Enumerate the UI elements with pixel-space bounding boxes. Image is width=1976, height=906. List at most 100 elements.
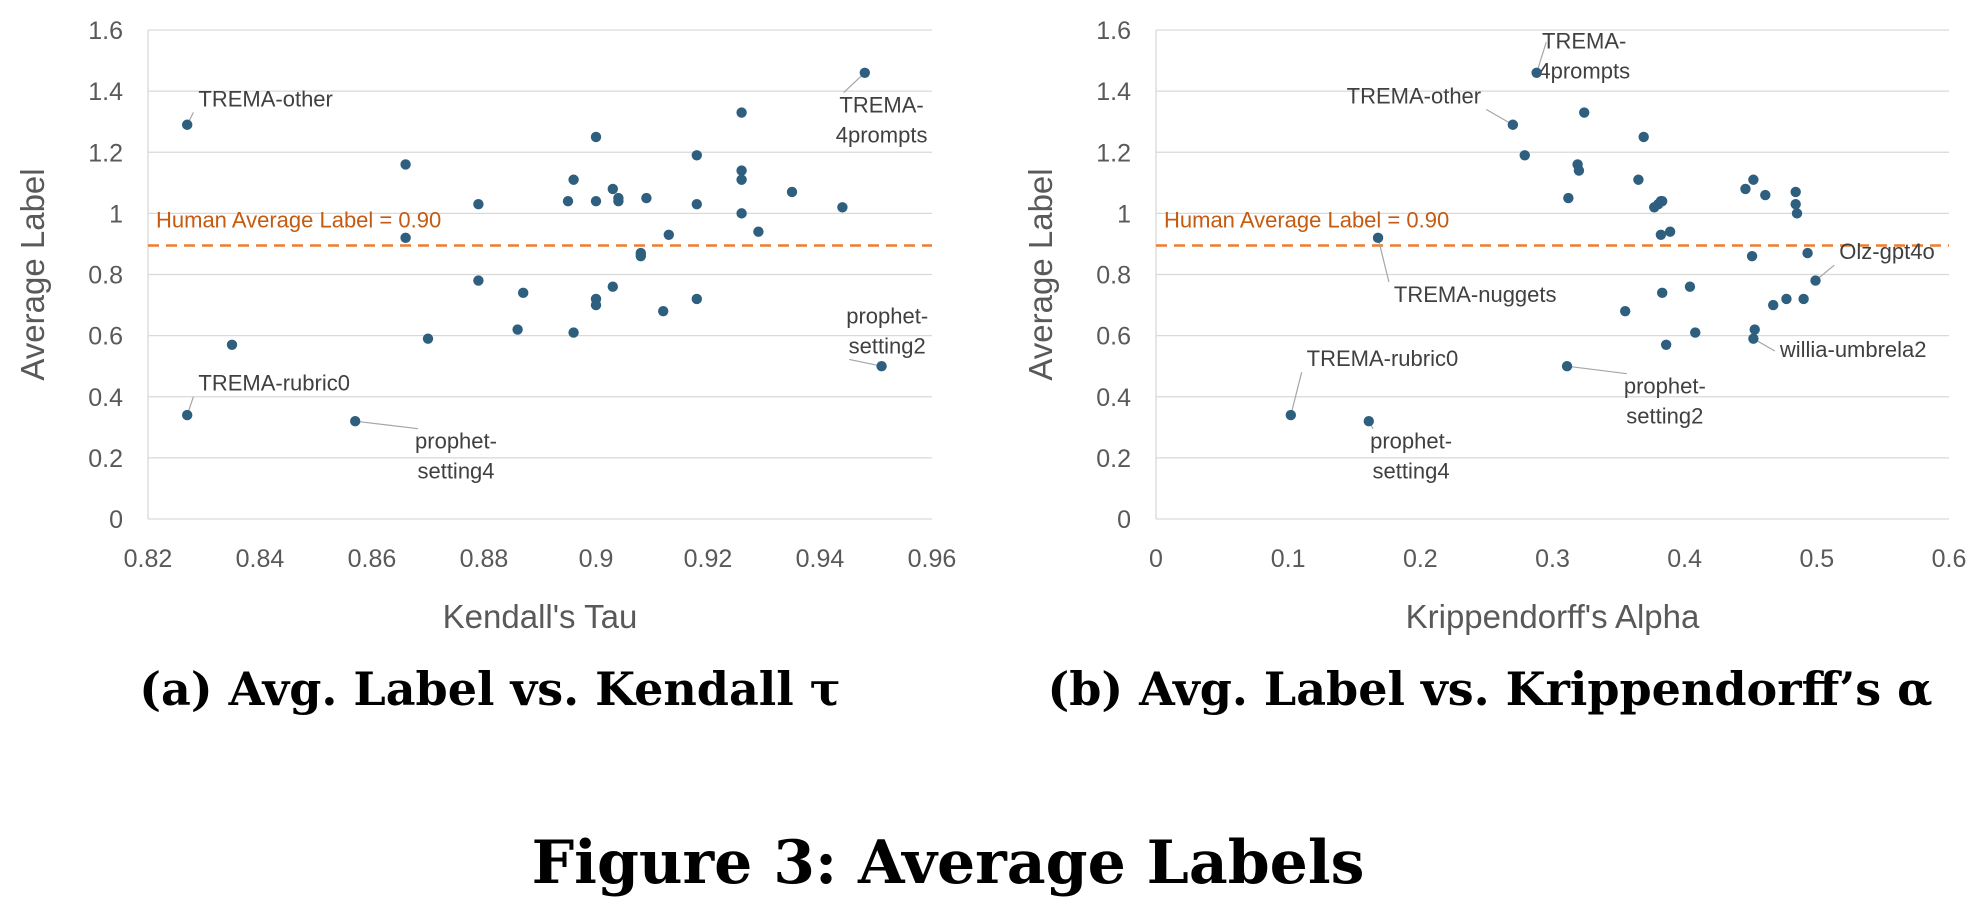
data-point-a-34 xyxy=(753,226,764,237)
xtick-label-b-1: 0.1 xyxy=(1271,545,1306,573)
data-point-a-7 xyxy=(473,199,484,210)
annotation-label-a-2-0: prophet- xyxy=(415,429,497,454)
xtick-label-b-6: 0.6 xyxy=(1932,545,1967,573)
ytick-label-a-2: 0.4 xyxy=(88,384,123,412)
xtick-label-a-5: 0.92 xyxy=(684,545,733,573)
annotation-label-b-3-0: TREMA-rubric0 xyxy=(1307,346,1459,371)
data-point-b-24 xyxy=(1740,183,1751,195)
data-point-a-9 xyxy=(512,324,523,335)
xtick-label-a-4: 0.9 xyxy=(579,545,614,573)
data-point-b-21 xyxy=(1664,226,1676,237)
data-point-b-36 xyxy=(1802,247,1813,259)
annotation-label-a-3-1: 4prompts xyxy=(836,123,928,148)
data-point-b-7 xyxy=(1563,192,1574,204)
data-point-a-14 xyxy=(590,131,602,143)
annotation-label-a-3-0: TREMA- xyxy=(839,93,923,118)
data-point-a-30 xyxy=(736,107,747,118)
ytick-label-a-3: 0.6 xyxy=(88,323,123,351)
annotation-label-b-5-1: setting2 xyxy=(1626,404,1703,429)
data-point-a-5 xyxy=(400,232,411,244)
data-point-a-26 xyxy=(663,229,674,240)
data-point-a-21 xyxy=(613,195,624,207)
data-point-a-24 xyxy=(641,192,652,204)
data-point-b-30 xyxy=(1768,299,1779,311)
y-axis-title-a: Average Label xyxy=(14,168,51,380)
annotation-label-a-2-1: setting4 xyxy=(417,459,494,484)
data-point-b-27 xyxy=(1748,333,1759,344)
data-point-b-17 xyxy=(1655,229,1667,240)
data-point-b-32 xyxy=(1790,186,1801,198)
ytick-label-a-7: 1.4 xyxy=(88,78,123,106)
data-point-b-13 xyxy=(1638,131,1649,143)
data-point-a-27 xyxy=(691,150,702,161)
xtick-label-a-7: 0.96 xyxy=(908,545,957,573)
data-point-b-2 xyxy=(1372,232,1384,244)
ytick-label-b-4: 0.8 xyxy=(1096,262,1131,290)
y-axis-title-b: Average Label xyxy=(1022,168,1059,380)
ytick-label-b-0: 0 xyxy=(1117,506,1131,534)
ytick-label-b-6: 1.2 xyxy=(1096,139,1131,167)
data-point-a-10 xyxy=(518,287,529,299)
annotation-leader-a-2 xyxy=(355,420,419,430)
data-point-a-1 xyxy=(182,409,193,421)
data-point-a-29 xyxy=(691,293,702,305)
xtick-label-b-2: 0.2 xyxy=(1403,545,1438,573)
data-point-a-36 xyxy=(837,202,848,213)
data-point-b-1 xyxy=(1363,416,1374,427)
data-point-a-32 xyxy=(736,174,747,185)
data-point-b-31 xyxy=(1781,293,1792,305)
data-point-a-2 xyxy=(226,339,238,350)
ytick-label-b-3: 0.6 xyxy=(1096,323,1131,351)
xtick-label-a-0: 0.82 xyxy=(124,545,173,573)
data-point-a-38 xyxy=(876,360,887,372)
annotation-label-b-4-1: setting4 xyxy=(1373,459,1450,484)
ytick-label-a-0: 0 xyxy=(109,506,123,534)
data-point-a-37 xyxy=(859,67,870,78)
annotation-label-b-6-0: Olz-gpt4o xyxy=(1839,239,1934,264)
data-point-a-6 xyxy=(422,333,434,344)
xtick-label-b-4: 0.4 xyxy=(1667,545,1702,573)
xtick-label-b-5: 0.5 xyxy=(1799,545,1834,573)
ytick-label-b-1: 0.2 xyxy=(1096,445,1131,473)
xtick-label-a-2: 0.86 xyxy=(348,545,397,573)
data-point-a-18 xyxy=(607,183,618,195)
data-point-a-28 xyxy=(691,199,702,210)
data-point-b-28 xyxy=(1749,324,1760,335)
data-point-b-3 xyxy=(1507,119,1519,130)
data-point-a-23 xyxy=(635,250,646,262)
data-point-a-17 xyxy=(590,299,602,311)
annotation-label-b-7-0: willia-umbrela2 xyxy=(1779,337,1927,362)
annotation-label-a-4-0: prophet- xyxy=(846,303,928,328)
data-point-a-11 xyxy=(562,195,574,207)
data-point-a-13 xyxy=(568,327,579,338)
annotation-label-b-1-0: TREMA-other xyxy=(1347,83,1481,108)
data-point-b-0 xyxy=(1285,409,1297,421)
annotation-label-b-4-0: prophet- xyxy=(1370,429,1452,454)
data-point-a-19 xyxy=(607,281,618,292)
data-point-a-3 xyxy=(350,416,361,427)
ytick-label-a-8: 1.6 xyxy=(88,17,123,45)
data-point-b-12 xyxy=(1633,174,1644,185)
data-point-b-26 xyxy=(1748,174,1759,185)
annotation-leader-a-4 xyxy=(849,358,882,367)
data-point-b-29 xyxy=(1760,189,1771,201)
ytick-label-a-1: 0.2 xyxy=(88,445,123,473)
ytick-label-a-4: 0.8 xyxy=(88,262,123,290)
xtick-label-b-0: 0 xyxy=(1149,545,1163,573)
caption-b: (b) Avg. Label vs. Krippendorff’s α xyxy=(1047,662,1932,716)
figure-title: Figure 3: Average Labels xyxy=(532,828,1365,898)
data-point-b-9 xyxy=(1573,165,1585,176)
data-point-a-25 xyxy=(658,305,669,317)
annotation-label-b-5-0: prophet- xyxy=(1624,374,1706,399)
xtick-label-a-3: 0.88 xyxy=(460,545,509,573)
data-point-a-12 xyxy=(568,174,579,185)
data-point-a-35 xyxy=(786,186,798,198)
ytick-label-b-2: 0.4 xyxy=(1096,384,1131,412)
data-point-a-15 xyxy=(590,195,602,207)
x-axis-title-a: Kendall's Tau xyxy=(443,598,638,635)
human-average-label-b: Human Average Label = 0.90 xyxy=(1164,207,1449,232)
xtick-label-a-6: 0.94 xyxy=(796,545,845,573)
data-point-b-10 xyxy=(1579,107,1590,118)
xtick-label-a-1: 0.84 xyxy=(236,545,285,573)
